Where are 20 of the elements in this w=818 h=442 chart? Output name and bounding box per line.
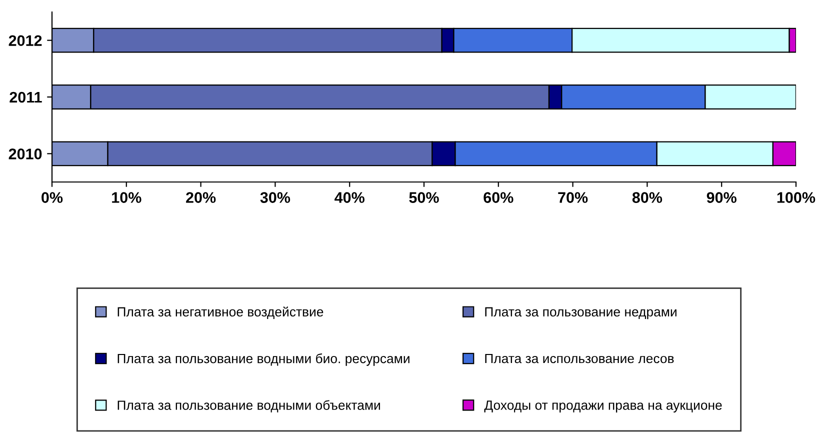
- y-tick-label: 2012: [8, 35, 42, 46]
- x-tick-label: 20%: [186, 192, 216, 203]
- x-tick-label: 70%: [558, 192, 588, 203]
- legend-label: Плата за пользование водными объектами: [118, 400, 380, 412]
- x-tick-label: 60%: [484, 192, 514, 203]
- x-tick-label: 10%: [112, 192, 142, 203]
- y-tick-label: 2010: [8, 148, 42, 160]
- y-tick-label: 2011: [10, 92, 42, 103]
- legend-label: Доходы от продажи права на аукционе: [484, 400, 722, 412]
- legend-label: Плата за использование лесов: [485, 354, 674, 364]
- legend-label: Плата за пользование водными био. ресурсами: [118, 353, 410, 366]
- x-tick-label: 40%: [334, 192, 364, 203]
- legend-label: Плата за пользование недрами: [485, 307, 676, 320]
- x-tick-label: 90%: [706, 192, 736, 203]
- x-tick-label: 100%: [777, 192, 816, 203]
- x-tick-label: 30%: [260, 192, 290, 203]
- x-tick-label: 0%: [42, 192, 63, 203]
- x-tick-label: 80%: [632, 192, 662, 203]
- legend-label: Плата за негативное воздействие: [118, 306, 324, 320]
- x-tick-label: 50%: [409, 192, 439, 203]
